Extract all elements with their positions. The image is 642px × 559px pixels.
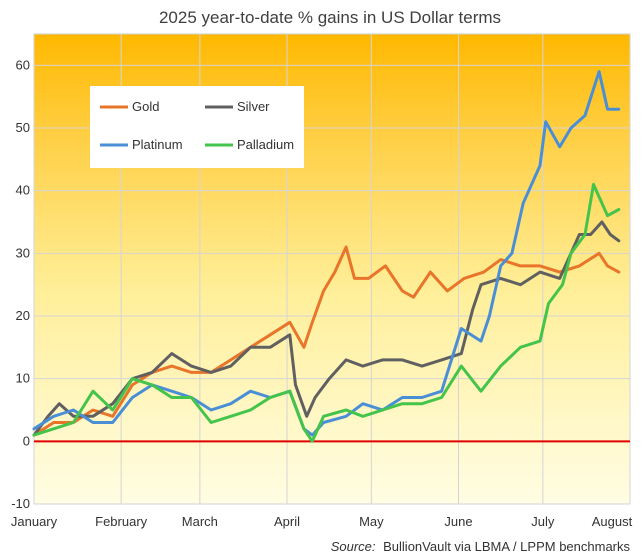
y-tick-label: 50 <box>16 120 30 135</box>
x-tick-label-april: April <box>274 514 300 529</box>
x-tick-label-july: July <box>531 514 555 529</box>
source-label: Source: <box>331 539 376 554</box>
y-tick-label: 0 <box>23 433 30 448</box>
legend: Gold Silver Platinum Palladium <box>90 86 304 168</box>
x-tick-label-march: March <box>182 514 218 529</box>
legend-label-gold: Gold <box>132 99 159 114</box>
x-tick-label-june: June <box>444 514 472 529</box>
legend-label-palladium: Palladium <box>237 137 294 152</box>
y-tick-label: 20 <box>16 308 30 323</box>
x-axis-ticks: January February March April May June July Augu… <box>11 514 633 529</box>
source-text: BullionVault via LBMA / LPPM benchmarks <box>383 539 630 554</box>
y-tick-label: 30 <box>16 245 30 260</box>
y-tick-label: -10 <box>11 496 30 511</box>
x-tick-label-may: May <box>359 514 384 529</box>
series-line-palladium <box>32 182 621 443</box>
y-tick-label: 60 <box>16 57 30 72</box>
legend-label-platinum: Platinum <box>132 137 183 152</box>
legend-label-silver: Silver <box>237 99 270 114</box>
x-tick-label-august: August <box>592 514 633 529</box>
source-note: Source: BullionVault via LBMA / LPPM ben… <box>331 539 631 554</box>
x-tick-label-january: January <box>11 514 58 529</box>
series-line-silver <box>32 220 621 437</box>
legend-box <box>90 86 304 168</box>
y-tick-label: 10 <box>16 371 30 386</box>
series-lines <box>32 70 621 443</box>
chart-title: 2025 year-to-date % gains in US Dollar t… <box>159 8 501 27</box>
y-axis-ticks: -10 0 10 20 30 40 50 60 <box>11 57 30 511</box>
x-tick-label-february: February <box>95 514 148 529</box>
y-tick-label: 40 <box>16 183 30 198</box>
